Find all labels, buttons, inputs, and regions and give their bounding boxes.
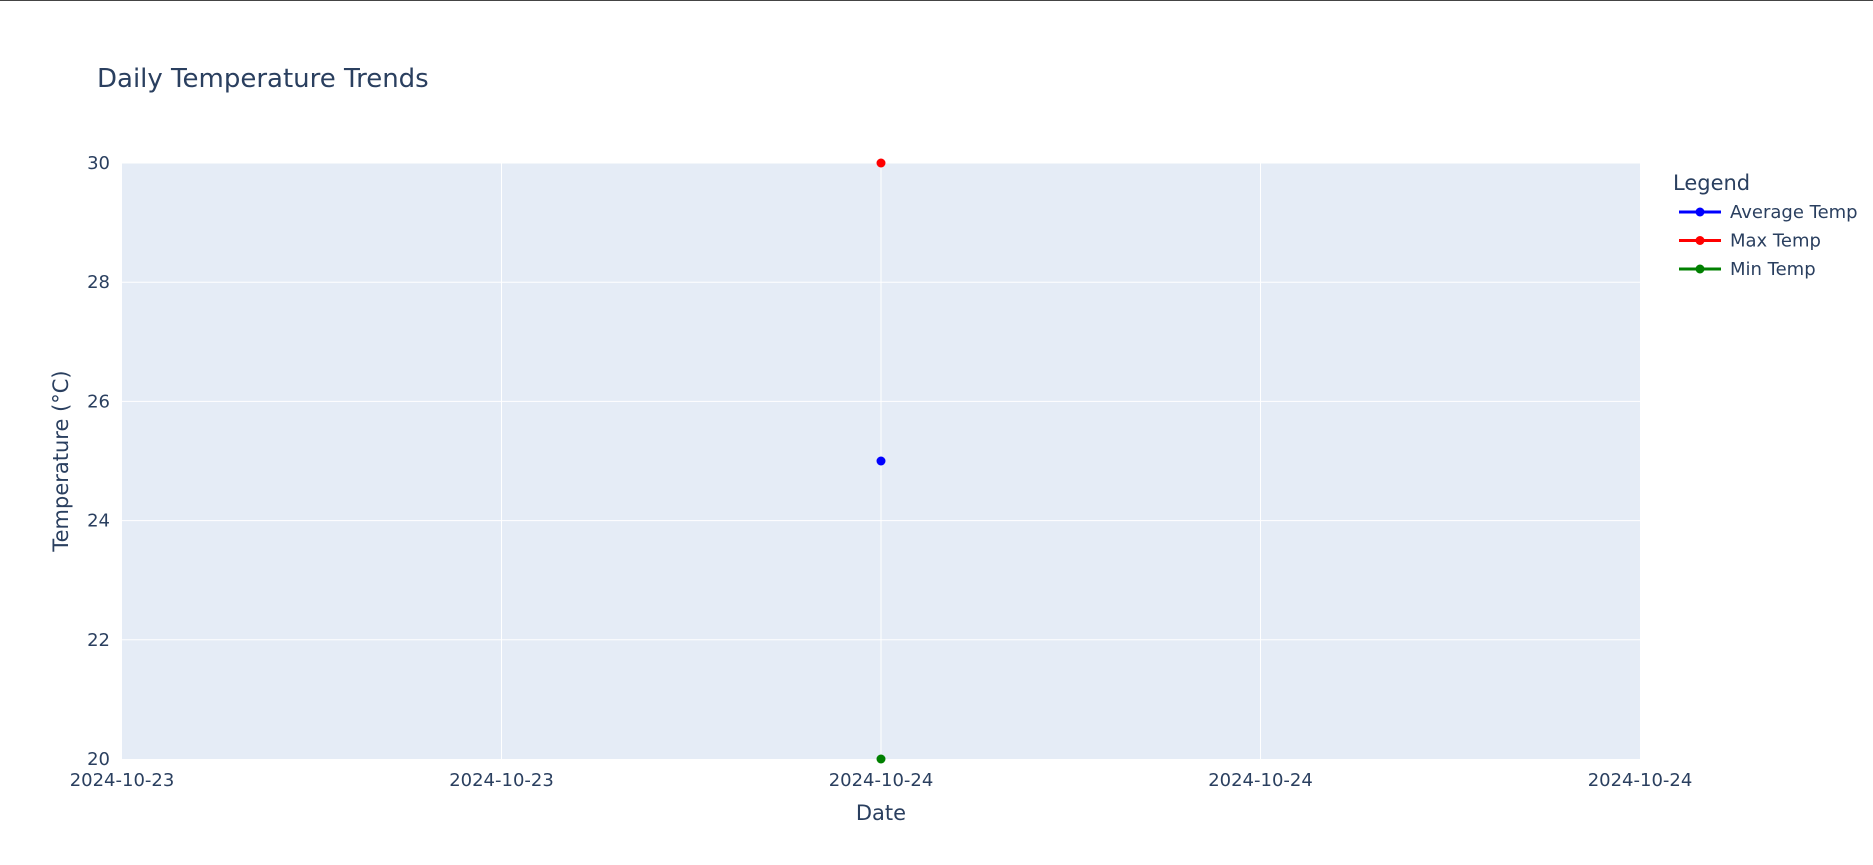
legend-marker-max-temp xyxy=(1695,236,1705,245)
legend-label-average-temp: Average Temp xyxy=(1730,202,1858,223)
legend-marker-average-temp xyxy=(1695,207,1705,217)
top-border xyxy=(0,0,1873,1)
legend-marker-min-temp xyxy=(1695,264,1705,274)
y-tick-label: 28 xyxy=(87,272,110,293)
data-point-average-temp xyxy=(876,456,886,466)
x-tick-label: 2024-10-24 xyxy=(1208,770,1313,791)
legend-label-max-temp: Max Temp xyxy=(1730,231,1821,252)
x-tick-label: 2024-10-23 xyxy=(70,770,175,791)
y-axis-title: Temperature (°C) xyxy=(49,370,73,552)
y-tick-label: 30 xyxy=(87,153,110,174)
series-layer xyxy=(876,158,886,764)
x-tick-label: 2024-10-24 xyxy=(1588,770,1693,791)
chart-title: Daily Temperature Trends xyxy=(97,64,429,94)
x-axis-ticks: 2024-10-23 2024-10-23 2024-10-24 2024-10-24… xyxy=(70,770,1693,791)
data-point-max-temp xyxy=(876,158,886,168)
x-tick-label: 2024-10-23 xyxy=(449,770,554,791)
data-point-min-temp xyxy=(876,754,886,764)
legend-title: Legend xyxy=(1673,171,1750,195)
legend: Legend Average Temp Max Temp Min Temp xyxy=(1673,171,1858,280)
y-tick-label: 26 xyxy=(87,391,110,412)
y-axis-ticks: 20 22 24 26 28 30 xyxy=(87,153,110,770)
legend-label-min-temp: Min Temp xyxy=(1730,259,1816,280)
x-tick-label: 2024-10-24 xyxy=(829,770,934,791)
y-tick-label: 24 xyxy=(87,511,110,532)
y-tick-label: 20 xyxy=(87,749,110,770)
x-axis-title: Date xyxy=(856,801,906,825)
y-tick-label: 22 xyxy=(87,630,110,651)
